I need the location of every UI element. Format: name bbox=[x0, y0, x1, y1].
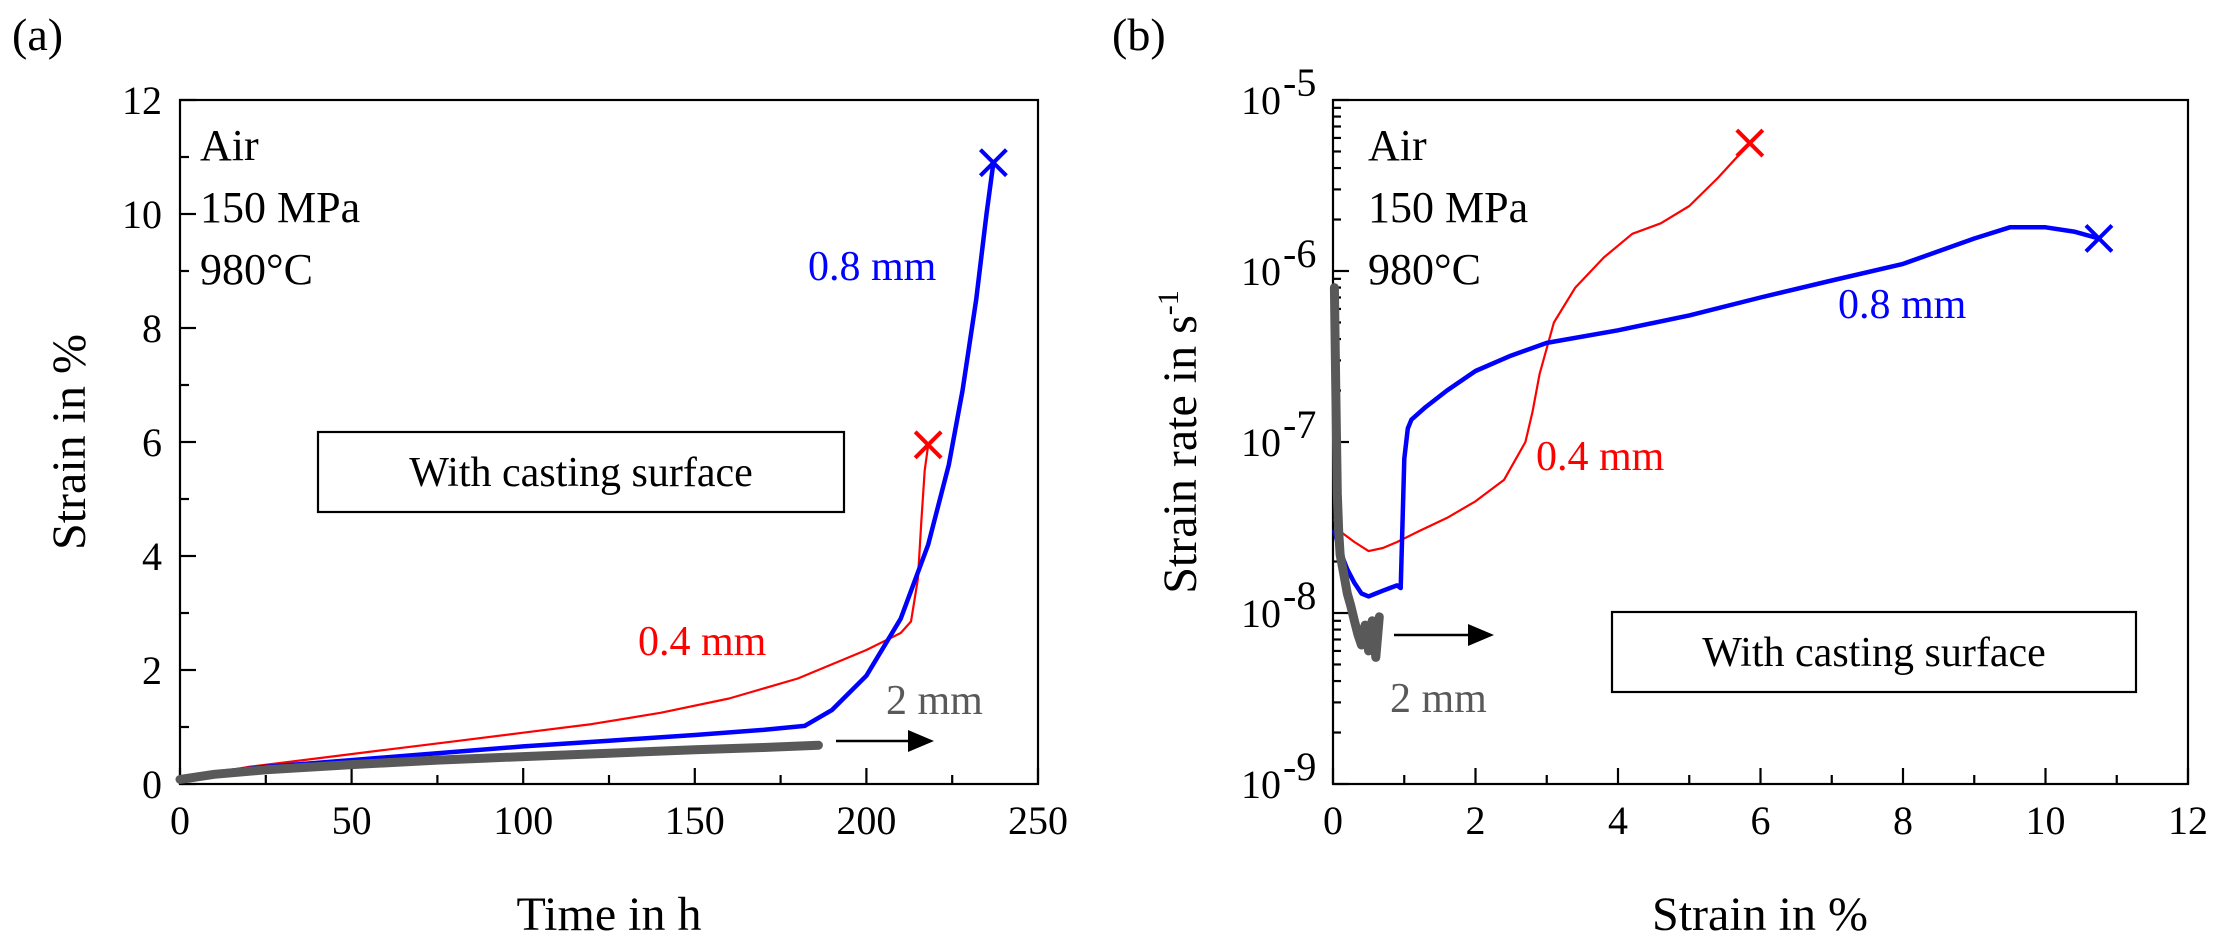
panel-a-chart: (a) 0 50 100 150 200 250 0 2 4 6 8 10 12 Time in h S… bbox=[12, 9, 1068, 941]
x-tick-label: 50 bbox=[332, 798, 372, 843]
panel-b-series-label-2mm: 2 mm bbox=[1390, 676, 1487, 722]
panel-b-y-axis-label: Strain rate in s-1 bbox=[1152, 290, 1207, 594]
panel-b-label: (b) bbox=[1112, 9, 1166, 60]
panel-a-series-label-0.4mm: 0.4 mm bbox=[638, 619, 767, 665]
x-tick-label: 0 bbox=[1323, 798, 1343, 843]
x-tick-label: 100 bbox=[493, 798, 553, 843]
y-tick-label: 10 bbox=[1241, 78, 1281, 123]
panel-a-continuation-arrow bbox=[836, 730, 934, 752]
y-tick-base: 10 bbox=[1241, 591, 1281, 636]
x-tick-label: 2 bbox=[1466, 798, 1486, 843]
panel-a-condition-box bbox=[316, 430, 846, 514]
x-tick-label: 6 bbox=[1751, 798, 1771, 843]
x-tick-label: 10 bbox=[2026, 798, 2066, 843]
fracture-marker-0.4mm bbox=[913, 430, 943, 460]
y-tick-label: 0 bbox=[142, 762, 162, 807]
y-tick-label: 8 bbox=[142, 306, 162, 351]
x-tick-label: 8 bbox=[1893, 798, 1913, 843]
x-tick-label: 12 bbox=[2168, 798, 2208, 843]
panel-a-y-axis-label: Strain in % bbox=[43, 334, 96, 550]
series-line-2mm bbox=[175, 740, 823, 784]
panel-a-annotation-atmosphere: Air bbox=[200, 121, 259, 170]
fracture-marker-0.8mm bbox=[978, 148, 1008, 178]
y-tick-exponent: -8 bbox=[1283, 573, 1316, 618]
panel-a-annotation-stress: 150 MPa bbox=[200, 183, 360, 232]
fracture-marker-0.8mm bbox=[2084, 224, 2114, 253]
y-tick-label: 10 bbox=[1241, 591, 1281, 636]
x-tick-label: 0 bbox=[170, 798, 190, 843]
y-tick-label: 6 bbox=[142, 420, 162, 465]
panel-a-tick-labels: 0 50 100 150 200 250 0 2 4 6 8 10 12 bbox=[122, 78, 1068, 843]
panel-b-condition-box bbox=[1610, 610, 2138, 694]
y-tick-base: 10 bbox=[1241, 762, 1281, 807]
panel-a-series bbox=[175, 148, 1008, 784]
panel-b-x-axis-label: Strain in % bbox=[1652, 888, 1868, 941]
x-tick-label: 150 bbox=[665, 798, 725, 843]
x-tick-label: 200 bbox=[836, 798, 896, 843]
y-tick-label: 10 bbox=[1241, 249, 1281, 294]
y-tick-label: 12 bbox=[122, 78, 162, 123]
y-tick-exponent: -6 bbox=[1283, 231, 1316, 276]
panel-a-annotation-temperature: 980°C bbox=[200, 245, 313, 294]
y-tick-base: 10 bbox=[1241, 249, 1281, 294]
y-tick-base: 10 bbox=[1241, 420, 1281, 465]
panel-b-annotation-atmosphere: Air bbox=[1368, 121, 1427, 170]
series-line-0.8mm bbox=[1332, 225, 2102, 599]
x-tick-label: 4 bbox=[1608, 798, 1628, 843]
panel-b-series bbox=[1329, 128, 2114, 662]
panel-a-series-label-2mm: 2 mm bbox=[886, 678, 983, 724]
fracture-marker-0.4mm bbox=[1735, 128, 1765, 158]
y-tick-label: 10 bbox=[122, 192, 162, 237]
y-tick-base: 10 bbox=[1241, 78, 1281, 123]
x-tick-label: 250 bbox=[1008, 798, 1068, 843]
panel-a-x-axis-label: Time in h bbox=[517, 888, 702, 941]
y-tick-label: 10 bbox=[1241, 420, 1281, 465]
panel-b-annotation-temperature: 980°C bbox=[1368, 245, 1481, 294]
y-tick-exponent: -5 bbox=[1283, 60, 1316, 105]
panel-b-series-label-0.4mm: 0.4 mm bbox=[1536, 434, 1665, 480]
panel-b-y-axis-label-text: Strain rate in s bbox=[1154, 315, 1207, 594]
panel-a-label: (a) bbox=[12, 9, 63, 60]
panel-a-ticks bbox=[178, 98, 1040, 786]
panel-b-condition-label: With casting surface bbox=[1702, 630, 2046, 676]
y-tick-label: 10 bbox=[1241, 762, 1281, 807]
panel-b-series-label-0.8mm: 0.8 mm bbox=[1838, 282, 1967, 328]
y-tick-exponent: -7 bbox=[1283, 402, 1316, 447]
panel-a-series-label-0.8mm: 0.8 mm bbox=[808, 244, 937, 290]
series-line-0.4mm bbox=[1333, 142, 1751, 553]
panel-b-continuation-arrow bbox=[1394, 624, 1494, 646]
series-line-2mm bbox=[1329, 283, 1384, 662]
panel-b-y-axis-label-superscript: -1 bbox=[1152, 290, 1185, 315]
panel-b-annotation-stress: 150 MPa bbox=[1368, 183, 1528, 232]
y-tick-label: 2 bbox=[142, 648, 162, 693]
panel-a-condition-label: With casting surface bbox=[409, 450, 753, 496]
y-tick-label: 4 bbox=[142, 534, 162, 579]
y-tick-exponent: -9 bbox=[1283, 744, 1316, 789]
